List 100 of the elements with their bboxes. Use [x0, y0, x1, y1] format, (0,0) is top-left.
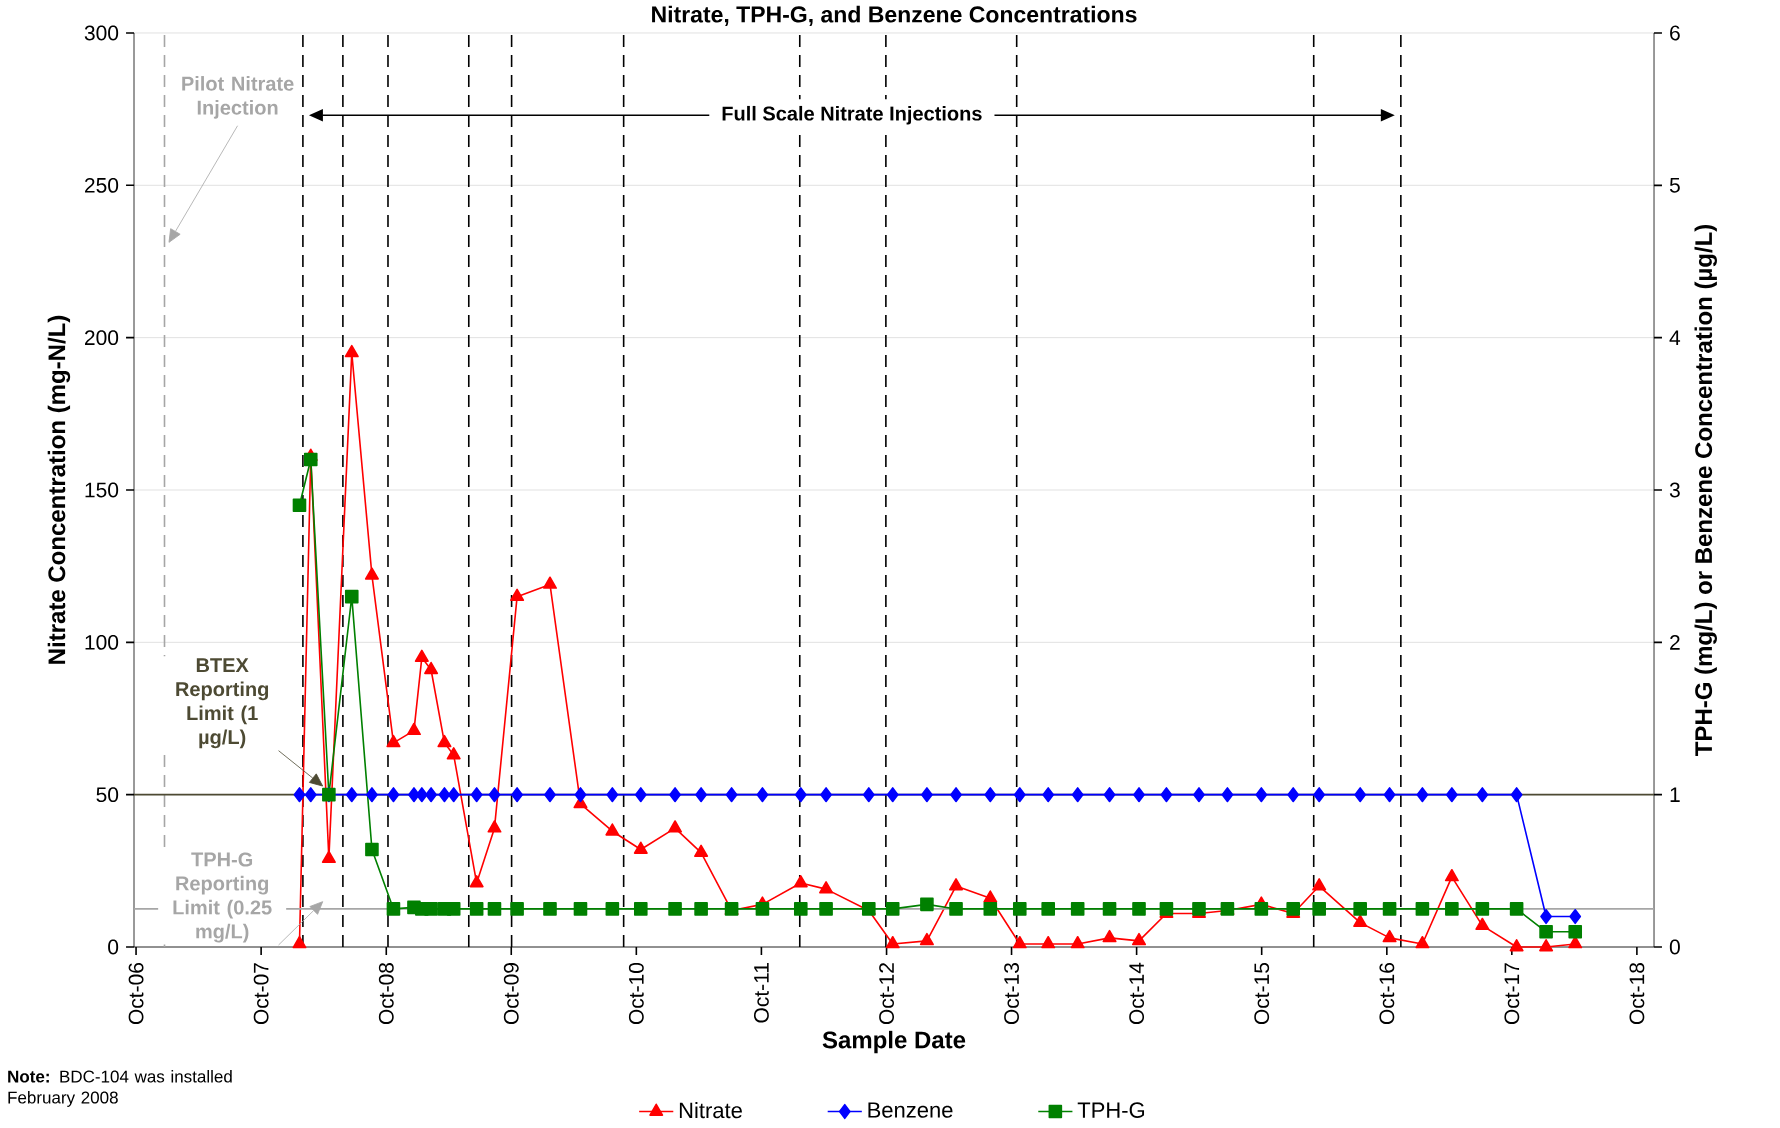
x-tick-label: Oct-07 [253, 963, 269, 1025]
point [510, 902, 524, 916]
point [437, 734, 452, 748]
point [949, 878, 964, 891]
point [1193, 787, 1205, 803]
y-tick-label: 300 [84, 25, 119, 41]
point [949, 902, 963, 916]
point [984, 787, 997, 803]
point [1041, 935, 1056, 949]
x-tick-label: Oct-12 [879, 963, 895, 1025]
x-tick-label: Oct-13 [1004, 962, 1019, 1025]
point [820, 787, 832, 803]
point [819, 902, 833, 916]
point [950, 787, 962, 803]
point [1416, 787, 1429, 803]
point [1102, 902, 1117, 916]
point [365, 842, 379, 857]
legend-label: TPH-G [1077, 1102, 1145, 1118]
point [886, 787, 899, 803]
y2-tick-label: 5 [1669, 178, 1680, 193]
point [344, 589, 359, 604]
point [292, 935, 307, 949]
point [1041, 902, 1056, 916]
point [1013, 787, 1026, 803]
ref-line-label: BTEX Reporting Limit (1 µg/L) [176, 658, 269, 749]
point [1445, 787, 1458, 803]
point [1539, 939, 1554, 952]
y2-tick-label: 3 [1669, 482, 1680, 498]
point [1012, 935, 1027, 949]
y-tick-label: 200 [85, 330, 119, 346]
y2-tick-label: 6 [1670, 25, 1680, 41]
x-tick-label: Oct-17 [1504, 963, 1520, 1025]
y-axis-title: Nitrate Concentration (mg-N/L) [47, 315, 71, 664]
point [1569, 908, 1582, 925]
point [668, 820, 683, 833]
point [1415, 935, 1430, 949]
point [794, 787, 807, 803]
point [470, 787, 483, 803]
point [406, 722, 421, 736]
point [1131, 932, 1147, 946]
text: Note: BDC-104 was installed February 2008 [8, 1070, 232, 1107]
point [447, 787, 460, 803]
x-tick-label: Oct-15 [1254, 962, 1270, 1025]
x-tick-label: Oct-18 [1629, 962, 1645, 1025]
point [543, 902, 557, 916]
point [793, 875, 808, 888]
point [1103, 787, 1116, 803]
point [606, 787, 619, 803]
legend-label: Nitrate [679, 1102, 742, 1119]
y2-tick-label: 4 [1669, 330, 1681, 345]
point [469, 902, 484, 916]
point [1221, 787, 1234, 803]
point [634, 787, 647, 803]
point [544, 787, 556, 803]
x-tick-label: Oct-08 [378, 962, 394, 1025]
point [1070, 902, 1085, 916]
point [1254, 902, 1269, 916]
point [424, 902, 438, 916]
y-tick-label: 100 [85, 634, 119, 650]
point [1354, 787, 1367, 803]
point [488, 787, 501, 803]
point [487, 820, 502, 833]
point [469, 875, 484, 888]
point [1071, 787, 1084, 803]
point [364, 567, 379, 580]
point [1568, 924, 1583, 939]
point [605, 902, 620, 916]
point [1313, 787, 1326, 803]
point [1475, 917, 1490, 931]
point [1160, 787, 1173, 803]
y2-tick-label: 2 [1670, 635, 1680, 650]
point [293, 787, 306, 803]
point [1476, 787, 1489, 803]
point [983, 890, 998, 903]
point [1475, 902, 1490, 916]
point [292, 498, 307, 513]
point [668, 902, 682, 916]
y-tick-label: 0 [108, 939, 119, 955]
point [1255, 787, 1268, 803]
point [1382, 929, 1397, 943]
point [1509, 902, 1524, 916]
point [725, 787, 738, 803]
point [1070, 935, 1085, 949]
point [669, 787, 681, 803]
point [1102, 929, 1117, 943]
point [1287, 787, 1300, 803]
x-tick-label: Oct-14 [1129, 962, 1145, 1025]
x-tick-label: Oct-09 [503, 963, 519, 1025]
chart-title: Nitrate, TPH-G, and Benzene Concentrations [652, 5, 1137, 26]
point [885, 902, 900, 916]
point [1509, 939, 1524, 952]
annotation: Full Scale Nitrate Injections [722, 105, 982, 125]
x-tick-label: Oct-16 [1379, 962, 1395, 1025]
point [919, 932, 934, 946]
point [1133, 787, 1145, 803]
point [1382, 902, 1397, 916]
y-tick-label: 150 [85, 482, 119, 498]
point [1444, 868, 1459, 882]
x-axis-title: Sample Date [822, 1030, 966, 1054]
point [694, 844, 709, 857]
